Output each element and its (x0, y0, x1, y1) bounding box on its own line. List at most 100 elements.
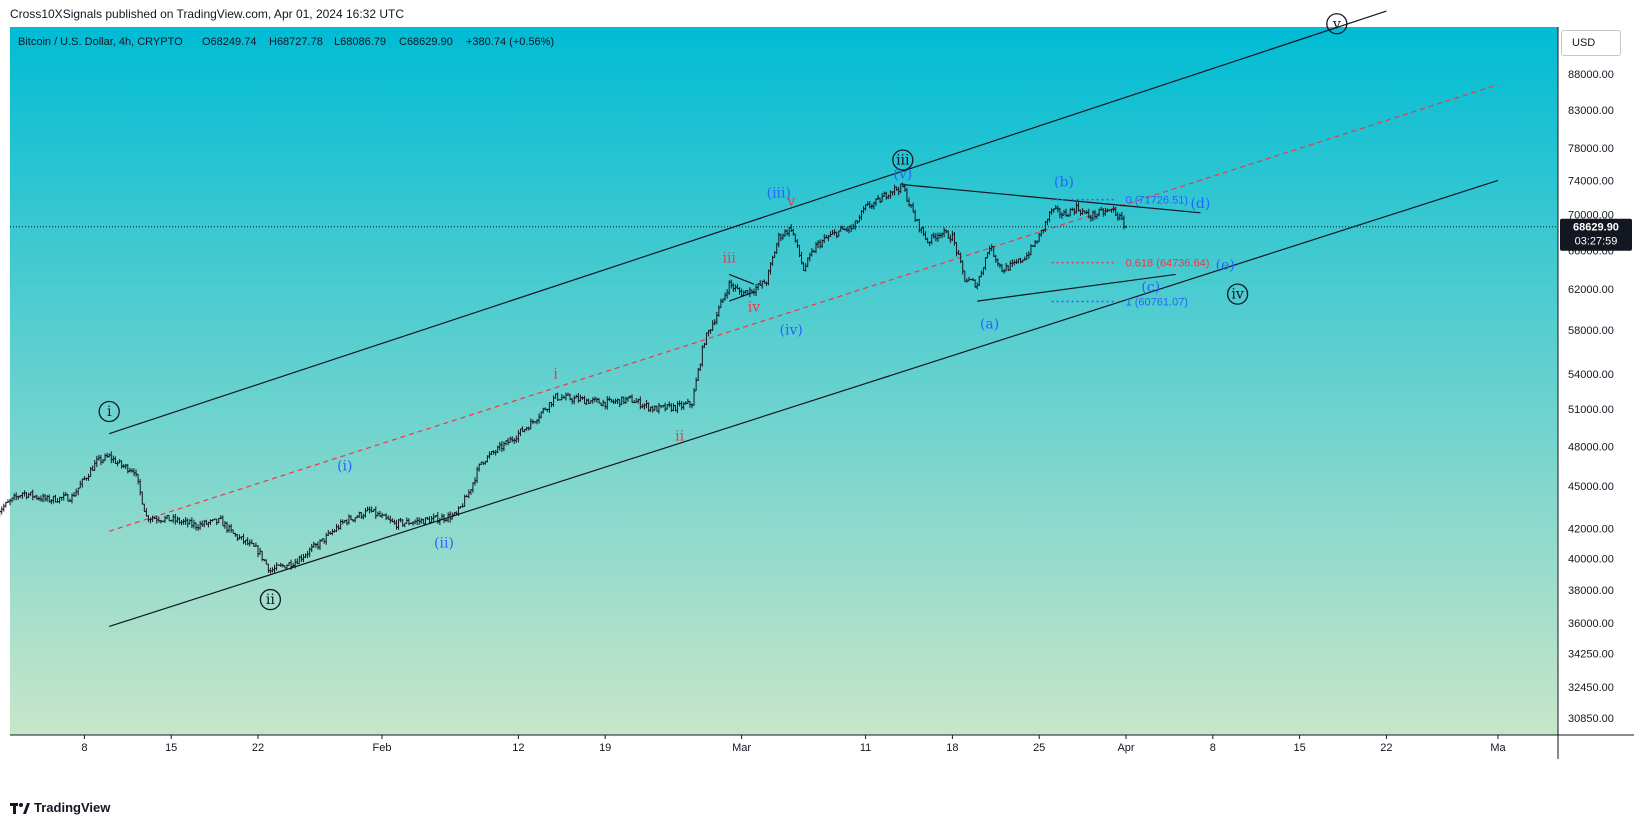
wave-text-6: (ii) (434, 536, 454, 552)
publisher-line: Cross10XSignals published on TradingView… (10, 7, 405, 21)
y-tick-label: 88000.00 (1568, 69, 1614, 81)
wave-text-0: i (107, 404, 112, 420)
y-tick-label: 83000.00 (1568, 105, 1614, 117)
wave-text-10: (a) (980, 316, 999, 332)
candle (4, 501, 8, 508)
currency-button[interactable]: USD (1561, 30, 1621, 56)
candle (6, 499, 10, 504)
y-tick-label: 74000.00 (1568, 175, 1614, 187)
wave-text-4: v (1332, 16, 1341, 32)
ohlc-open: O68249.74 (202, 36, 256, 48)
wave-text-5: (i) (337, 458, 352, 474)
footer-brand-text: TradingView (34, 800, 111, 815)
trendlines (109, 10, 1499, 628)
wave-label-7: (iii) (767, 186, 791, 202)
y-tick-label: 36000.00 (1568, 618, 1614, 630)
wave-text-7: (iii) (767, 186, 791, 202)
wave-circle-0 (98, 400, 120, 423)
x-tick-label: 15 (1293, 742, 1305, 754)
wave-label-16: ii (675, 429, 684, 445)
ohlc-low: L68086.79 (334, 36, 386, 48)
candle (0, 506, 3, 515)
y-tick-label: 62000.00 (1568, 284, 1614, 296)
trendline-channel-lower (109, 179, 1499, 628)
candle (0, 508, 1, 517)
candles (0, 182, 1128, 574)
x-tick-label: 18 (946, 742, 958, 754)
y-tick-label: 54000.00 (1568, 369, 1614, 381)
wave-text-9: (v) (893, 166, 912, 182)
wave-text-19: v (786, 194, 795, 210)
trendline-channel-upper (109, 10, 1387, 435)
wave-text-16: ii (675, 429, 684, 445)
wave-label-11: (b) (1054, 175, 1074, 191)
wave-label-17: iii (722, 251, 736, 267)
trendline-small-pennant-top (728, 273, 755, 285)
wave-label-15: i (553, 366, 558, 382)
price-axis[interactable]: 88000.00 83000.00 78000.00 74000.00 70000.00… (1568, 69, 1614, 725)
wave-label-9: (v) (893, 166, 912, 182)
wave-label-13: (d) (1190, 196, 1210, 212)
wave-circle-4 (1326, 13, 1348, 35)
trendline-triangle-upper (902, 184, 1201, 214)
wave-label-1: ii (259, 588, 282, 611)
footer-brand[interactable]: TradingView (10, 800, 110, 815)
wave-label-6: (ii) (434, 536, 454, 552)
wave-text-15: i (553, 366, 558, 382)
x-tick-label: 8 (1210, 742, 1216, 754)
x-tick-label: 15 (165, 742, 177, 754)
fib-label-1: 0.618 (64736.64) (1126, 258, 1210, 270)
wave-label-10: (a) (980, 316, 999, 332)
x-tick-label: 11 (860, 742, 871, 754)
trendline-channel-mid (109, 84, 1499, 532)
y-tick-label: 70000.00 (1568, 210, 1614, 222)
x-tick-label: Feb (373, 742, 392, 754)
ohlc-close: C68629.90 (399, 36, 453, 48)
wave-text-8: (iv) (780, 323, 803, 339)
y-tick-label: 34250.00 (1568, 649, 1614, 661)
x-tick-label: 12 (512, 742, 524, 754)
wave-label-0: i (98, 400, 120, 423)
wave-text-11: (b) (1054, 175, 1074, 191)
wave-labels: iiiiiiivv(i)(ii)(iii)(iv)(v)(a)(b)(c)(d)… (98, 13, 1348, 611)
wave-label-4: v (1326, 13, 1348, 35)
ohlc-change: +380.74 (+0.56%) (466, 36, 554, 48)
wave-text-14: (e) (1216, 257, 1235, 273)
x-tick-label: 19 (599, 742, 611, 754)
fib-label-0: 0 (71726.51) (1126, 195, 1188, 207)
y-tick-label: 38000.00 (1568, 585, 1614, 597)
wave-text-1: ii (266, 592, 275, 608)
y-tick-label: 32450.00 (1568, 682, 1614, 694)
price-axis-background (1558, 27, 1634, 735)
y-tick-label: 66000.00 (1568, 246, 1614, 258)
current-price-value: 68629.90 (1573, 222, 1619, 234)
ohlc-high: H68727.78 (269, 36, 323, 48)
x-tick-label: Apr (1117, 742, 1134, 754)
y-tick-label: 58000.00 (1568, 325, 1614, 337)
wave-label-12: (c) (1141, 280, 1160, 296)
x-tick-label: 25 (1033, 742, 1045, 754)
x-tick-label: Ma (1490, 742, 1506, 754)
chart-background (10, 27, 1558, 735)
y-tick-label: 40000.00 (1568, 553, 1614, 565)
wave-label-8: (iv) (780, 323, 803, 339)
y-tick-label: 42000.00 (1568, 523, 1614, 535)
wave-label-3: iv (1226, 283, 1249, 305)
time-axis[interactable]: 8 15 22 Feb 12 19 Mar 11 18 25 Apr 8 15 22 Ma (81, 735, 1507, 754)
x-tick-label: Mar (732, 742, 751, 754)
y-tick-label: 51000.00 (1568, 404, 1614, 416)
wave-text-13: (d) (1190, 196, 1210, 212)
y-tick-label: 30850.00 (1568, 713, 1614, 725)
wave-circle-1 (259, 588, 282, 611)
candle (2, 503, 5, 512)
symbol-name[interactable]: Bitcoin / U.S. Dollar, 4h, CRYPTO (18, 36, 183, 48)
time-axis-background (10, 735, 1558, 759)
candle-countdown: 03:27:59 (1575, 236, 1618, 248)
y-tick-label: 48000.00 (1568, 441, 1614, 453)
wave-text-17: iii (722, 251, 736, 267)
x-tick-label: 22 (252, 742, 264, 754)
wave-text-12: (c) (1141, 280, 1160, 296)
fib-levels: 0 (71726.51) 0.618 (64736.64) 1 (60761.07) (1051, 195, 1210, 309)
wave-text-18: iv (748, 300, 760, 316)
